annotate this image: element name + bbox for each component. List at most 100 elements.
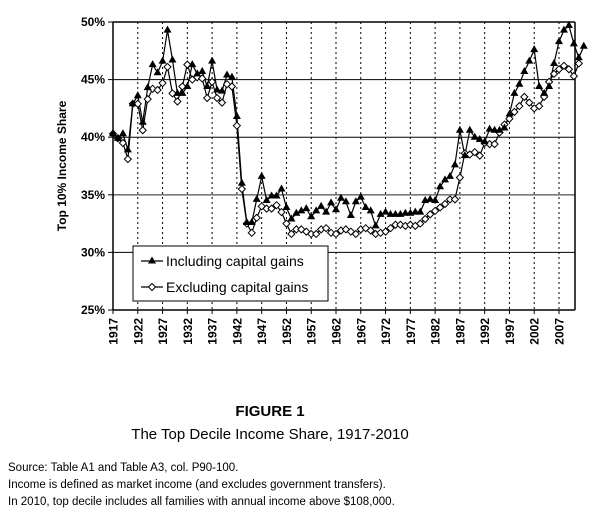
data-point-excluding xyxy=(475,151,484,160)
data-point-excluding xyxy=(520,92,529,102)
legend-box xyxy=(132,245,329,302)
data-point-excluding xyxy=(420,214,430,224)
data-point-excluding xyxy=(564,65,574,74)
data-point-including xyxy=(515,79,524,87)
data-point-including xyxy=(317,201,326,209)
data-point-including xyxy=(128,99,137,107)
x-tick-label: 1937 xyxy=(206,318,220,345)
y-tick-label: 40% xyxy=(81,130,105,144)
data-point-including xyxy=(356,192,365,200)
data-point-including xyxy=(257,171,266,179)
data-point-including xyxy=(237,178,246,186)
data-point-including xyxy=(262,196,271,204)
data-point-excluding xyxy=(450,195,460,204)
data-point-including xyxy=(545,82,554,90)
legend-label-excluding: Excluding capital gains xyxy=(166,279,308,295)
y-tick-labels: 25% 30% 35% 40% 45% 50% xyxy=(81,15,105,317)
data-point-including xyxy=(168,55,177,63)
data-point-including xyxy=(227,72,236,80)
data-point-including xyxy=(480,137,489,145)
data-point-including xyxy=(123,145,132,153)
legend-triangle-icon xyxy=(148,256,156,264)
x-tick-label: 1922 xyxy=(131,318,145,345)
data-point-excluding xyxy=(321,224,331,233)
data-point-excluding xyxy=(143,94,152,104)
data-point-including xyxy=(470,132,479,140)
data-point-including xyxy=(525,56,534,64)
data-point-including xyxy=(272,191,281,199)
data-point-including xyxy=(188,60,197,68)
data-point-including xyxy=(222,70,231,78)
x-tick-label: 1982 xyxy=(429,318,443,345)
horizontal-gridlines xyxy=(113,21,575,253)
y-tick-label: 30% xyxy=(81,245,105,259)
data-point-including xyxy=(247,217,256,225)
data-point-excluding xyxy=(207,77,217,87)
data-point-excluding xyxy=(118,138,128,148)
data-point-including xyxy=(510,88,519,96)
data-point-including xyxy=(163,25,172,33)
data-point-excluding xyxy=(490,139,499,149)
data-point-excluding xyxy=(386,224,395,233)
data-point-including xyxy=(218,86,227,94)
data-point-excluding xyxy=(202,93,212,103)
data-point-including xyxy=(148,60,157,68)
data-point-including xyxy=(376,209,385,217)
data-point-excluding xyxy=(163,62,172,72)
legend-label-including: Including capital gains xyxy=(166,253,304,269)
data-point-including xyxy=(341,197,350,205)
x-tick-label: 1972 xyxy=(379,318,393,345)
data-point-including xyxy=(485,124,494,132)
y-tick-label: 45% xyxy=(81,73,105,87)
data-point-including xyxy=(450,160,459,168)
data-point-excluding xyxy=(554,65,564,74)
data-point-excluding xyxy=(510,107,519,117)
x-tick-label: 1947 xyxy=(255,318,269,345)
source-note: Source: Table A1 and Table A3, col. P90-… xyxy=(8,462,239,474)
data-point-including xyxy=(535,82,544,90)
data-point-including xyxy=(297,206,306,214)
data-point-excluding xyxy=(158,78,167,88)
x-tick-label: 1952 xyxy=(280,318,294,345)
data-point-including xyxy=(158,56,167,64)
data-point-including xyxy=(109,129,117,137)
data-point-including xyxy=(441,175,450,183)
data-point-excluding xyxy=(366,226,375,235)
data-point-excluding xyxy=(559,61,569,70)
data-point-including xyxy=(282,202,291,210)
data-point-including xyxy=(327,198,336,206)
data-point-including xyxy=(574,53,583,61)
data-point-excluding xyxy=(425,210,435,219)
data-point-including xyxy=(208,56,217,64)
data-point-including xyxy=(475,135,484,143)
data-point-including xyxy=(540,88,549,96)
data-point-including xyxy=(460,151,469,159)
data-point-excluding xyxy=(430,206,440,216)
data-point-including xyxy=(579,41,588,49)
data-point-excluding xyxy=(217,98,227,107)
x-tick-label: 1967 xyxy=(354,318,368,345)
data-point-including xyxy=(465,125,474,133)
axes xyxy=(108,21,576,314)
data-point-including xyxy=(361,202,370,210)
data-point-including xyxy=(550,58,559,66)
data-point-including xyxy=(416,207,425,215)
data-point-excluding xyxy=(138,126,147,135)
data-point-including xyxy=(445,171,454,179)
data-point-excluding xyxy=(153,85,162,95)
data-point-excluding xyxy=(173,97,182,106)
data-point-including xyxy=(307,212,316,220)
x-tick-label: 1957 xyxy=(305,318,319,345)
data-point-including xyxy=(346,211,355,219)
data-point-including xyxy=(366,206,375,214)
data-point-excluding xyxy=(282,219,291,228)
x-tick-label: 1942 xyxy=(230,318,244,345)
data-point-including xyxy=(138,117,147,125)
data-point-including xyxy=(455,125,464,133)
data-point-excluding xyxy=(212,93,222,103)
data-point-excluding xyxy=(287,229,296,239)
x-tick-label: 2002 xyxy=(528,318,542,345)
data-point-including xyxy=(277,184,286,192)
legend-diamond-icon xyxy=(147,282,157,292)
data-point-including xyxy=(381,207,390,215)
